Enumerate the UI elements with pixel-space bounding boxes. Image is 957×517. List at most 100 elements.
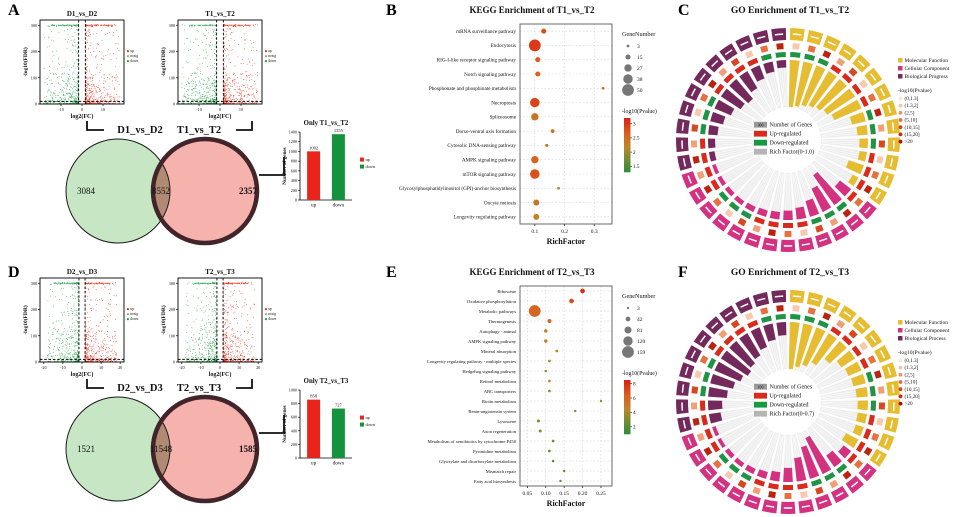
svg-text:log2(FC): log2(FC) (71, 371, 94, 378)
svg-text:-20: -20 (41, 365, 47, 370)
go-center-legend: 100 Number of GenesUp-regulatedDown-regul… (754, 384, 814, 418)
svg-text:100: 100 (169, 333, 175, 338)
svg-text:T2_vs_T3: T2_vs_T3 (177, 383, 221, 394)
svg-text:200: 200 (169, 49, 175, 54)
volcano-plot: D2_vs_D3-20 -10 0 10 200100200300log2(FC)-lo… (22, 268, 138, 378)
svg-text:up: up (130, 307, 134, 311)
svg-text:8552: 8552 (152, 186, 170, 196)
svg-text:log2(FC): log2(FC) (209, 371, 232, 378)
svg-text:log2(FC): log2(FC) (209, 113, 232, 120)
svg-text:300: 300 (31, 281, 37, 286)
volcano-points (47, 281, 117, 363)
svg-text:10: 10 (101, 107, 105, 112)
svg-text:2357: 2357 (239, 186, 258, 196)
volcano-points (185, 281, 256, 363)
svg-text:T1_vs_T2: T1_vs_T2 (177, 125, 221, 136)
panel-b-kegg-dotplot: KEGG Enrichment of T1_vs_T2 0.1 0.2 0.3 mRNA… (399, 5, 657, 246)
svg-text:D1_vs_D2: D1_vs_D2 (67, 10, 98, 18)
panel-e-kegg-dotplot: KEGG Enrichment of T2_vs_T30.05 0.10 0.15 0… (427, 267, 657, 508)
svg-text:20: 20 (118, 365, 122, 370)
svg-text:-10: -10 (60, 365, 66, 370)
svg-text:-log10(FDR): -log10(FDR) (22, 47, 29, 76)
svg-text:up: up (366, 415, 370, 420)
svg-text:0.3: 0.3 (591, 229, 598, 235)
kegg-legend: GeneNumber315273850-log10(Pvalue)32.521.… (622, 31, 657, 173)
svg-text:200: 200 (31, 307, 37, 312)
svg-text:Only T2_vs_T3: Only T2_vs_T3 (304, 378, 349, 385)
svg-text:300: 300 (169, 23, 175, 28)
svg-text:T2_vs_T3: T2_vs_T3 (205, 268, 235, 276)
svg-text:down: down (130, 317, 138, 321)
svg-text:down: down (333, 203, 345, 209)
svg-text:Notch signaling pathway: Notch signaling pathway (464, 72, 516, 78)
svg-text:-10: -10 (198, 365, 204, 370)
svg-text:1002: 1002 (309, 145, 318, 150)
svg-text:-10: -10 (196, 107, 202, 112)
svg-text:log2(FC): log2(FC) (71, 113, 94, 120)
svg-text:0: 0 (219, 365, 221, 370)
svg-text:100: 100 (31, 75, 37, 80)
svg-text:down: down (268, 317, 276, 321)
venn-connectors (86, 379, 285, 434)
svg-text:up: up (268, 307, 272, 311)
svg-text:Oocyte meiosis: Oocyte meiosis (484, 200, 516, 206)
svg-text:100: 100 (169, 75, 175, 80)
svg-text:858: 858 (310, 394, 318, 399)
panel-label-c: C (678, 2, 690, 19)
venn-diagram: 3084 8552 2357 (65, 136, 260, 246)
go-rings (675, 290, 901, 515)
svg-text:0: 0 (35, 360, 37, 365)
svg-text:0: 0 (173, 360, 175, 365)
svg-text:up: up (311, 203, 317, 209)
svg-text:200: 200 (31, 49, 37, 54)
panel-label-b: B (386, 2, 397, 19)
svg-text:0: 0 (219, 107, 221, 112)
svg-text:mRNA surveillance pathway: mRNA surveillance pathway (456, 29, 516, 35)
svg-text:KEGG Enrichment of T1_vs_T2: KEGG Enrichment of T1_vs_T2 (469, 5, 595, 15)
svg-text:1000: 1000 (289, 388, 297, 393)
svg-text:1585: 1585 (239, 444, 258, 454)
svg-text:400: 400 (291, 178, 297, 183)
svg-text:1200: 1200 (289, 139, 297, 144)
svg-text:up: up (130, 49, 134, 53)
volcano-plot: T2_vs_T3-20 -10 0 10 200100200300log2(FC)-lo… (160, 268, 276, 378)
svg-text:600: 600 (291, 168, 297, 173)
svg-text:0.2: 0.2 (561, 229, 568, 235)
svg-text:Phosphonate and phosphinate me: Phosphonate and phosphinate metabolism (429, 86, 516, 92)
svg-text:100: 100 (31, 333, 37, 338)
svg-text:200: 200 (291, 188, 297, 193)
svg-text:down: down (333, 461, 345, 467)
svg-text:0: 0 (35, 102, 37, 107)
bar-legend: up down (360, 415, 376, 427)
svg-text:1000: 1000 (289, 149, 297, 154)
svg-text:Number of genes: Number of genes (282, 405, 288, 442)
svg-text:down: down (130, 59, 138, 63)
svg-text:-log10(FDR): -log10(FDR) (160, 305, 167, 334)
svg-text:nosig: nosig (130, 54, 138, 58)
svg-text:Cytosolic DNA-sensing pathway: Cytosolic DNA-sensing pathway (447, 143, 516, 149)
svg-text:20: 20 (256, 365, 260, 370)
svg-text:Spliceosome: Spliceosome (489, 115, 516, 121)
svg-text:nosig: nosig (130, 312, 138, 316)
svg-text:Necroptosis: Necroptosis (491, 100, 516, 106)
svg-text:1400: 1400 (289, 130, 297, 135)
svg-text:Longevity regulating pathway: Longevity regulating pathway (453, 215, 516, 221)
panel-label-a: A (8, 2, 20, 19)
svg-text:1521: 1521 (77, 444, 95, 454)
panel-label-d: D (8, 264, 20, 281)
svg-text:down: down (366, 422, 376, 427)
svg-text:-log10(FDR): -log10(FDR) (22, 305, 29, 334)
svg-text:0: 0 (295, 456, 297, 461)
svg-text:mTOR signaling pathway: mTOR signaling pathway (462, 172, 516, 178)
svg-text:0: 0 (295, 198, 297, 203)
svg-text:200: 200 (169, 307, 175, 312)
svg-text:-log10(FDR): -log10(FDR) (160, 47, 167, 76)
venn-diagram: 1521 11548 1585 (65, 394, 260, 504)
bar-legend: up down (360, 157, 376, 169)
svg-text:200: 200 (291, 442, 297, 447)
